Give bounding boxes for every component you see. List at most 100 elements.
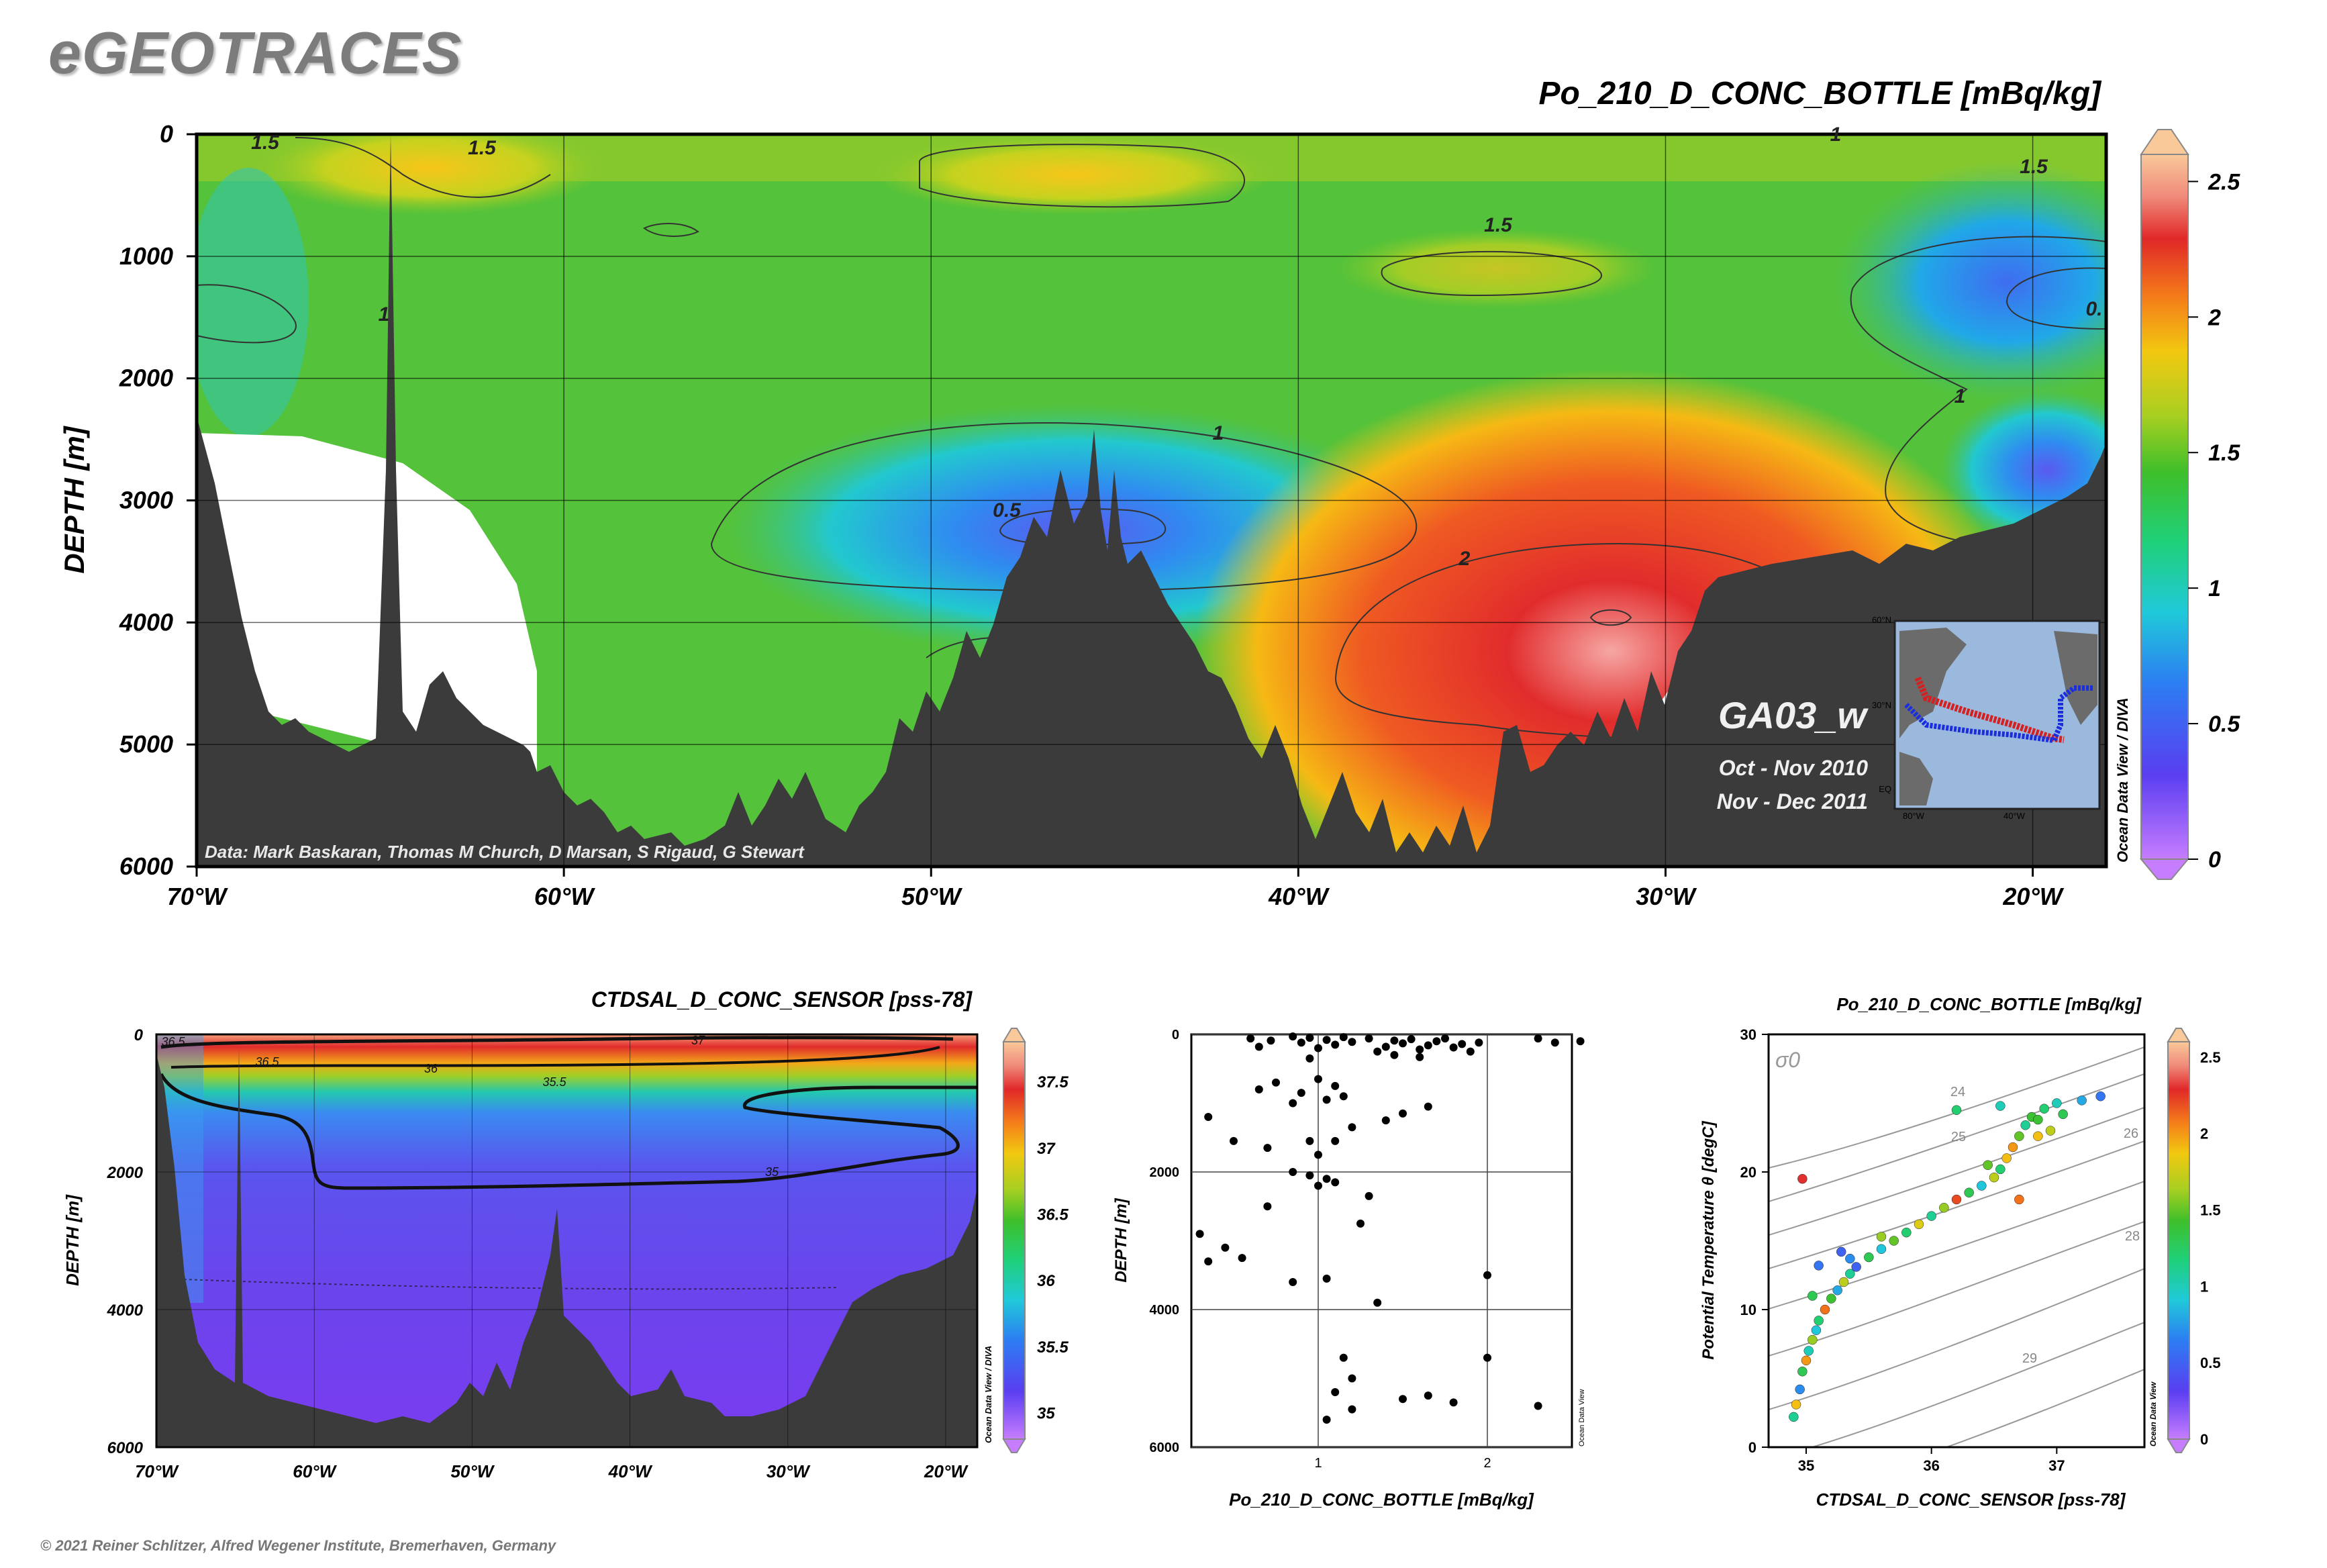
ts-isopycnal-labels: 24 25 26 28 29 [1950, 1085, 2140, 1366]
section-name: GA03_w [1718, 694, 1869, 736]
profile-point [1449, 1043, 1458, 1052]
po210-contour-label: 2 [1458, 548, 1471, 570]
contour-1-5-east [1381, 250, 1602, 297]
ts-point [1803, 1346, 1814, 1356]
po210-contour-label: 1 [1213, 422, 1224, 444]
profile-point [1407, 1035, 1416, 1044]
ts-point [1811, 1325, 1822, 1335]
ts-point [1797, 1174, 1808, 1184]
po210-colorbar-tick-label: 0.5 [2208, 712, 2240, 737]
salinity-contour-label: 35 [765, 1165, 779, 1179]
ts-odv-label: Ocean Data View [2148, 1381, 2158, 1447]
ts-point [1951, 1105, 1962, 1115]
ts-point [1838, 1277, 1849, 1287]
contour-1-5-mid [919, 144, 1246, 208]
profile-point [1331, 1178, 1340, 1187]
salinity-colorbar-tick-label: 37 [1037, 1140, 1056, 1158]
po210-y-tick-label: 6000 [119, 852, 173, 880]
ts-point [1836, 1246, 1846, 1257]
ts-point [1826, 1293, 1836, 1304]
ts-point [2020, 1120, 2030, 1130]
profile-grid [1191, 1034, 1572, 1448]
profile-y-axis-label: DEPTH [m] [1112, 1197, 1130, 1282]
salinity-contours [159, 1036, 977, 1290]
ts-point [2077, 1095, 2087, 1106]
profile-point [1289, 1032, 1297, 1041]
profile-point [1424, 1041, 1432, 1050]
ts-point [1876, 1232, 1887, 1242]
profile-point [1441, 1034, 1449, 1043]
salinity-colorbar-gradient [1003, 1041, 1026, 1440]
po210-contour-label: 1 [1830, 124, 1842, 146]
salinity-contour-label: 35.5 [542, 1075, 566, 1089]
ts-isopycnal-label: 25 [1951, 1130, 1966, 1144]
inset-lat-eq: EQ [1879, 784, 1891, 794]
profile-point [1331, 1388, 1340, 1396]
ts-colorbar-tick-label: 0 [2200, 1431, 2208, 1448]
salinity-title: CTDSAL_D_CONC_SENSOR [pss-78] [591, 987, 973, 1012]
po210-y-tick-label: 3000 [119, 487, 173, 514]
profile-point [1339, 1092, 1348, 1101]
profile-point [1550, 1038, 1559, 1047]
profile-frame [1190, 1033, 1573, 1449]
profile-point [1314, 1181, 1322, 1190]
profile-point [1305, 1034, 1314, 1042]
po210-colorbar-tick-label: 1.5 [2208, 440, 2240, 466]
profile-point [1322, 1416, 1331, 1424]
po210-y-axis-label: DEPTH [m] [58, 425, 90, 573]
profile-point [1534, 1402, 1542, 1410]
profile-point [1289, 1278, 1297, 1286]
contour-small-deep [1589, 609, 1632, 626]
ts-y-tick-label: 20 [1740, 1164, 1756, 1181]
salinity-colorbar-ticks: 37.5 37 36.5 36 35.5 35 [1037, 1073, 1069, 1422]
profile-point [1331, 1136, 1340, 1145]
po210-x-tick-label: 30°W [1636, 883, 1697, 910]
isopycnal-26 [1769, 1140, 2144, 1269]
po210-y-tick-label: 5000 [119, 730, 173, 758]
colorbar-gradient [2140, 154, 2189, 860]
ts-point [2014, 1194, 2024, 1205]
po210-contour-label: 1 [1954, 385, 1966, 407]
profile-point [1466, 1047, 1475, 1056]
field-blue-east [1832, 161, 2106, 403]
profile-point [1399, 1109, 1407, 1118]
po210-profile-chart: 1 2 0 2000 4000 6000 Po_210_D_CONC_BOTTLE [mB… [1112, 1028, 1586, 1510]
isopycnal-24 [1769, 1073, 2144, 1202]
ts-point [1864, 1252, 1874, 1263]
po210-x-tick-label: 60°W [534, 883, 595, 910]
ts-x-tick-label: 36 [1923, 1457, 1939, 1474]
salinity-colorbar-tick-label: 36 [1037, 1272, 1055, 1290]
po210-axis-ticks: 70°W 60°W 50°W 40°W 30°W 20°W 0 1000 2000 3000 400… [119, 120, 2065, 910]
profile-point [1381, 1116, 1390, 1125]
ts-colorbar-tick-label: 1 [2200, 1278, 2208, 1295]
ts-point [1951, 1194, 1962, 1205]
salinity-colorbar-tick-label: 37.5 [1037, 1073, 1069, 1091]
ts-point [1995, 1164, 2006, 1175]
profile-point [1373, 1298, 1382, 1307]
ts-y-tick-label: 0 [1748, 1439, 1756, 1456]
salinity-x-tick-label: 70°W [135, 1461, 179, 1481]
profile-point [1424, 1102, 1432, 1111]
po210-contour-label: 1.5 [251, 132, 280, 154]
inset-lat-30: 30°N [1872, 700, 1891, 710]
salinity-contour-label: 37 [691, 1034, 705, 1047]
po210-grid [196, 134, 2106, 867]
profile-point [1314, 1044, 1322, 1052]
profile-point [1305, 1136, 1314, 1145]
profile-point [1322, 1175, 1331, 1183]
profile-x-tick-label: 1 [1314, 1456, 1322, 1471]
ts-point [1983, 1160, 1993, 1170]
po210-contour-labels: 1.5 1.5 1 1.5 1.5 0. 1 1 1 0.5 2 [251, 124, 2102, 570]
profile-point [1339, 1353, 1348, 1362]
inset-lat-60: 60°N [1872, 615, 1891, 625]
ts-isopycnal-label: 28 [2125, 1229, 2140, 1244]
profile-point [1416, 1052, 1424, 1061]
profile-point [1458, 1040, 1467, 1048]
profile-point [1348, 1038, 1356, 1046]
profile-point [1432, 1037, 1441, 1046]
section-date-1: Oct - Nov 2010 [1719, 756, 1869, 780]
ts-point [1789, 1412, 1799, 1422]
profile-point [1263, 1144, 1272, 1153]
profile-point [1399, 1395, 1407, 1404]
salinity-colorbar-bottom-cap [1002, 1438, 1026, 1453]
